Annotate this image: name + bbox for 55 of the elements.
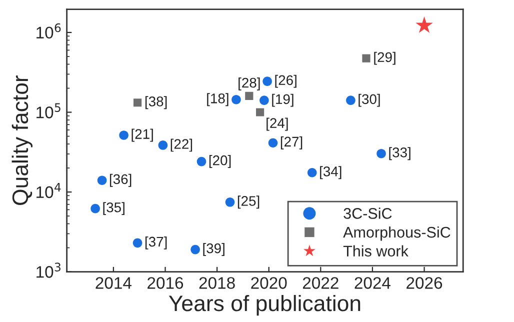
point (307, 168, 317, 178)
point (225, 197, 235, 207)
point (232, 94, 241, 104)
point (132, 238, 142, 248)
point (190, 244, 200, 254)
annotation: [35] (103, 202, 124, 216)
legend-label: 3C-SiC (344, 208, 392, 219)
point (133, 98, 142, 107)
y-axis-title: Quality factor (12, 75, 33, 205)
annotation: [26] (275, 74, 296, 88)
x-tick-label: 2016 (148, 277, 184, 289)
annotation: [27] (280, 136, 302, 150)
annotation: [33] (389, 147, 410, 160)
annotation: [37] (145, 236, 167, 250)
point (90, 204, 100, 214)
point (158, 140, 168, 150)
point (346, 96, 356, 105)
annotation: [36] (110, 174, 132, 187)
annotation: [38] (145, 96, 167, 110)
annotation: [39] (203, 243, 224, 256)
point (416, 16, 433, 33)
annotation: [28] (238, 77, 260, 90)
point (245, 92, 254, 100)
y-tick-label: 10$^{3}$ (36, 262, 60, 278)
point (196, 156, 206, 166)
point (97, 176, 107, 186)
x-tick-label: 2024 (354, 277, 391, 289)
annotation: [24] (266, 118, 288, 131)
point (376, 148, 386, 158)
point (119, 130, 128, 140)
annotation: [21] (132, 128, 153, 142)
annotation: [20] (209, 155, 231, 168)
x-tick-label: 2022 (302, 277, 338, 289)
annotation: [19] (272, 94, 294, 107)
annotation: [22] (170, 138, 192, 152)
x-tick-label: 2020 (251, 277, 287, 289)
point (256, 108, 264, 116)
legend-label: This work (343, 245, 408, 257)
annotation: [29] (374, 52, 396, 65)
y-tick-label: 10$^{4}$ (36, 183, 61, 198)
annotation: [25] (238, 196, 260, 209)
x-tick-label: 2014 (96, 277, 132, 289)
annotation: [34] (320, 166, 342, 180)
x-tick-label: 2018 (199, 277, 235, 289)
point (362, 54, 370, 62)
point (260, 96, 269, 105)
annotation: [18] (207, 93, 228, 106)
point (262, 76, 272, 86)
y-tick-label: 10$^{5}$ (36, 103, 60, 118)
x-tick-label: 2026 (406, 277, 442, 289)
point (268, 138, 278, 148)
x-axis-title: Years of publication (168, 294, 360, 316)
y-tick-label: 10$^{6}$ (36, 23, 61, 39)
annotation: [30] (358, 94, 380, 107)
legend-label: Amorphous-SiC (343, 226, 450, 241)
